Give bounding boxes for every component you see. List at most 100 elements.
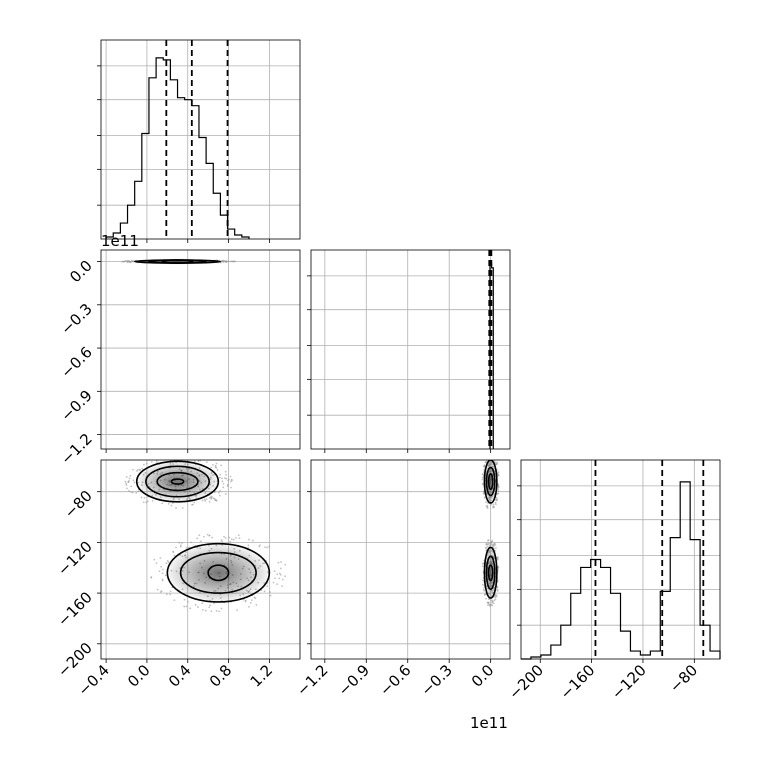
sample-point [167,502,170,505]
sample-point [165,593,168,596]
sample-point [200,540,202,543]
sample-point [273,570,276,573]
sample-point [492,457,494,459]
x-tick-label: 0.8 [206,661,236,691]
sample-point [130,491,133,493]
panel-hist-param2 [517,459,721,660]
sample-point [169,590,172,593]
sample-point [161,579,164,582]
sample-point [278,577,281,580]
sample-point [496,590,499,592]
sample-point [132,468,134,471]
sample-point [284,575,286,578]
sample-point [181,542,183,544]
sample-point [492,454,494,456]
sample-point [223,259,226,262]
sample-point [487,604,489,607]
sample-point [492,457,494,459]
sample-point [220,464,223,467]
density-fill [164,542,272,604]
sample-point [492,602,495,605]
sample-point [150,461,153,463]
sample-point [247,544,250,547]
sample-point [494,501,497,504]
sample-point [218,610,221,613]
sample-point [238,537,241,540]
contour-level [170,478,185,485]
x-tick-label: 0.0 [468,661,498,691]
sample-point [208,534,211,537]
sample-point [269,591,272,593]
panel-scatter-param0-param2: −80−120−160−200 [54,454,301,681]
sample-point [493,543,496,545]
sample-point [122,260,125,263]
sample-point [197,457,199,459]
sample-point [211,536,213,539]
sample-point [222,486,225,489]
sample-point [158,570,161,573]
sample-point [137,490,140,493]
sample-point [263,590,266,593]
sample-point [224,477,226,479]
sample-point [142,501,145,504]
sample-point [143,497,146,499]
sample-point [197,606,199,608]
sample-point [484,496,486,499]
sample-point [255,603,258,606]
x-tick-label: −0.3 [418,661,456,699]
sample-point [198,534,201,536]
sample-point [161,502,163,505]
sample-point [488,456,490,458]
sample-point [230,486,232,489]
offset-label-param1-y: 1e11 [101,232,139,250]
sample-point [486,457,488,459]
contour-level [485,555,496,591]
sample-point [490,503,492,506]
sample-point [492,600,494,603]
x-tick-label: 0.4 [165,661,195,691]
sample-point [495,461,498,464]
sample-point [235,536,237,539]
sample-point [173,456,175,458]
sample-point [250,599,253,602]
sample-point [491,539,494,542]
sample-point [482,473,485,476]
sample-point [485,457,487,459]
sample-point [248,538,250,541]
sample-point [166,559,169,562]
sample-point [214,464,217,467]
sample-point [209,604,212,607]
sample-point [488,454,490,456]
y-tick-label: −0.6 [57,343,95,381]
sample-point [177,457,179,459]
sample-point [201,499,204,502]
sample-point [485,543,488,546]
panel-frame [520,459,721,660]
sample-point [276,583,279,586]
sample-point [206,533,209,536]
sample-point [146,500,149,503]
sample-point [145,501,148,504]
sample-point [220,607,223,610]
sample-point [229,260,232,263]
sample-point [186,600,189,603]
y-tick-label: −0.3 [57,300,95,338]
sample-point [167,454,169,456]
sample-point [208,497,211,499]
sample-point [497,566,500,569]
sample-point [268,545,271,548]
sample-point [172,550,175,553]
histogram-step-hist-param2 [521,481,721,660]
contour-level [485,466,496,497]
sample-point [248,605,250,608]
sample-point [155,562,158,565]
sample-point [488,453,490,455]
panel-scatter-param0-param1: 0.0 −0.3 −0.6 −0.9 −1.2 [57,249,301,468]
histogram-step-hist-param0 [105,57,250,239]
sample-point [175,546,177,549]
sample-point [169,593,172,596]
sample-point [227,479,229,482]
contour-level [166,542,271,603]
y-tick-label: 0.0 [66,257,96,287]
sample-point [486,504,489,507]
